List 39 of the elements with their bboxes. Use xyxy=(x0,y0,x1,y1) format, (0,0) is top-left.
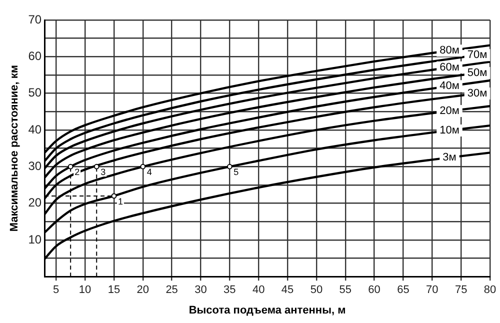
x-tick-label: 30 xyxy=(194,284,207,296)
y-axis-title: Максимальное расстояние, км xyxy=(8,64,21,232)
x-tick-label: 65 xyxy=(397,284,410,296)
x-tick-label: 70 xyxy=(426,284,438,296)
x-tick-label: 5 xyxy=(53,284,60,296)
series-label: 80м xyxy=(440,44,460,57)
y-tick-label: 60 xyxy=(28,48,42,63)
x-tick-label: 15 xyxy=(108,284,120,296)
x-tick-label: 45 xyxy=(281,284,294,296)
annotation: 2 xyxy=(74,167,80,178)
series-label: 30м xyxy=(467,87,488,100)
y-tick-label: 20 xyxy=(28,196,42,210)
y-tick-label: 10 xyxy=(28,232,42,246)
annotation: 5 xyxy=(234,167,239,178)
annotation: 4 xyxy=(146,167,152,178)
x-tick-label: 40 xyxy=(252,284,265,296)
y-tick-label: 50 xyxy=(28,86,42,100)
x-tick-label: 10 xyxy=(78,284,92,296)
x-tick-label: 80 xyxy=(484,284,496,296)
series-label: 20м xyxy=(440,105,460,118)
x-tick-label: 35 xyxy=(224,284,236,296)
x-tick-label: 20 xyxy=(136,284,150,296)
y-tick-label: 70 xyxy=(28,12,42,26)
x-tick-label: 25 xyxy=(166,284,178,296)
y-tick-label: 30 xyxy=(28,158,42,173)
series-label: 10м xyxy=(440,124,460,136)
x-tick-label: 50 xyxy=(310,284,323,296)
series-label: 60м xyxy=(440,61,460,74)
x-axis-title: Высота подъема антенны, м xyxy=(188,304,346,316)
x-tick-label: 75 xyxy=(454,284,468,296)
y-tick-label: 40 xyxy=(28,122,42,136)
series-label: 3м xyxy=(442,152,456,164)
annotation: 1 xyxy=(118,196,123,206)
annotation: 3 xyxy=(100,167,106,178)
series-label: 70м xyxy=(467,49,488,62)
x-tick-label: 55 xyxy=(339,284,352,296)
series-label: 40м xyxy=(440,80,460,92)
x-tick-label: 60 xyxy=(368,284,380,296)
series-label: 50м xyxy=(467,67,488,80)
